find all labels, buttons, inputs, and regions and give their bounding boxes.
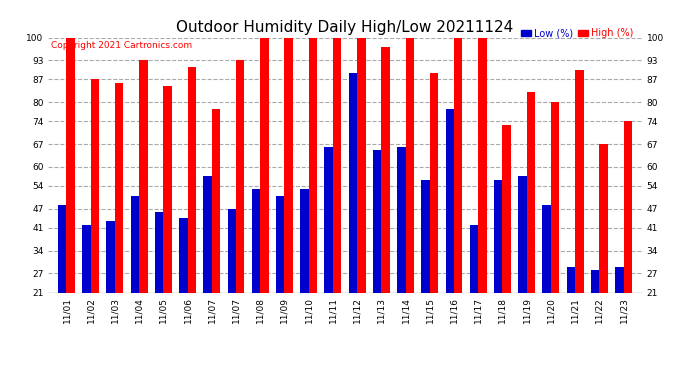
Bar xyxy=(518,176,526,292)
Bar xyxy=(624,122,632,292)
Legend: Low (%), High (%): Low (%), High (%) xyxy=(518,24,637,42)
Bar xyxy=(106,222,115,292)
Bar xyxy=(502,124,511,292)
Bar xyxy=(130,196,139,292)
Bar xyxy=(406,38,414,292)
Bar xyxy=(300,189,308,292)
Bar xyxy=(422,180,430,292)
Bar xyxy=(454,38,462,292)
Text: Copyright 2021 Cartronics.com: Copyright 2021 Cartronics.com xyxy=(51,41,193,50)
Bar xyxy=(308,38,317,292)
Bar xyxy=(82,225,90,292)
Bar xyxy=(139,60,148,292)
Bar xyxy=(212,108,220,292)
Bar xyxy=(252,189,260,292)
Bar xyxy=(333,38,342,292)
Bar xyxy=(446,108,454,292)
Bar xyxy=(382,47,390,292)
Bar xyxy=(90,80,99,292)
Bar xyxy=(188,66,196,292)
Bar xyxy=(66,38,75,292)
Bar xyxy=(542,206,551,292)
Bar xyxy=(228,209,236,292)
Bar xyxy=(526,92,535,292)
Bar xyxy=(494,180,502,292)
Bar xyxy=(58,206,66,292)
Bar xyxy=(478,38,486,292)
Bar xyxy=(260,38,268,292)
Bar xyxy=(397,147,406,292)
Bar xyxy=(348,73,357,292)
Bar xyxy=(357,38,366,292)
Bar xyxy=(155,212,164,292)
Bar xyxy=(115,83,124,292)
Title: Outdoor Humidity Daily High/Low 20211124: Outdoor Humidity Daily High/Low 20211124 xyxy=(177,20,513,35)
Bar xyxy=(276,196,284,292)
Bar xyxy=(470,225,478,292)
Bar xyxy=(204,176,212,292)
Bar xyxy=(324,147,333,292)
Bar xyxy=(164,86,172,292)
Bar xyxy=(551,102,560,292)
Bar xyxy=(575,70,584,292)
Bar xyxy=(179,218,188,292)
Bar xyxy=(600,144,608,292)
Bar xyxy=(236,60,244,292)
Bar xyxy=(591,270,600,292)
Bar xyxy=(430,73,438,292)
Bar xyxy=(566,267,575,292)
Bar xyxy=(615,267,624,292)
Bar xyxy=(284,38,293,292)
Bar xyxy=(373,150,382,292)
